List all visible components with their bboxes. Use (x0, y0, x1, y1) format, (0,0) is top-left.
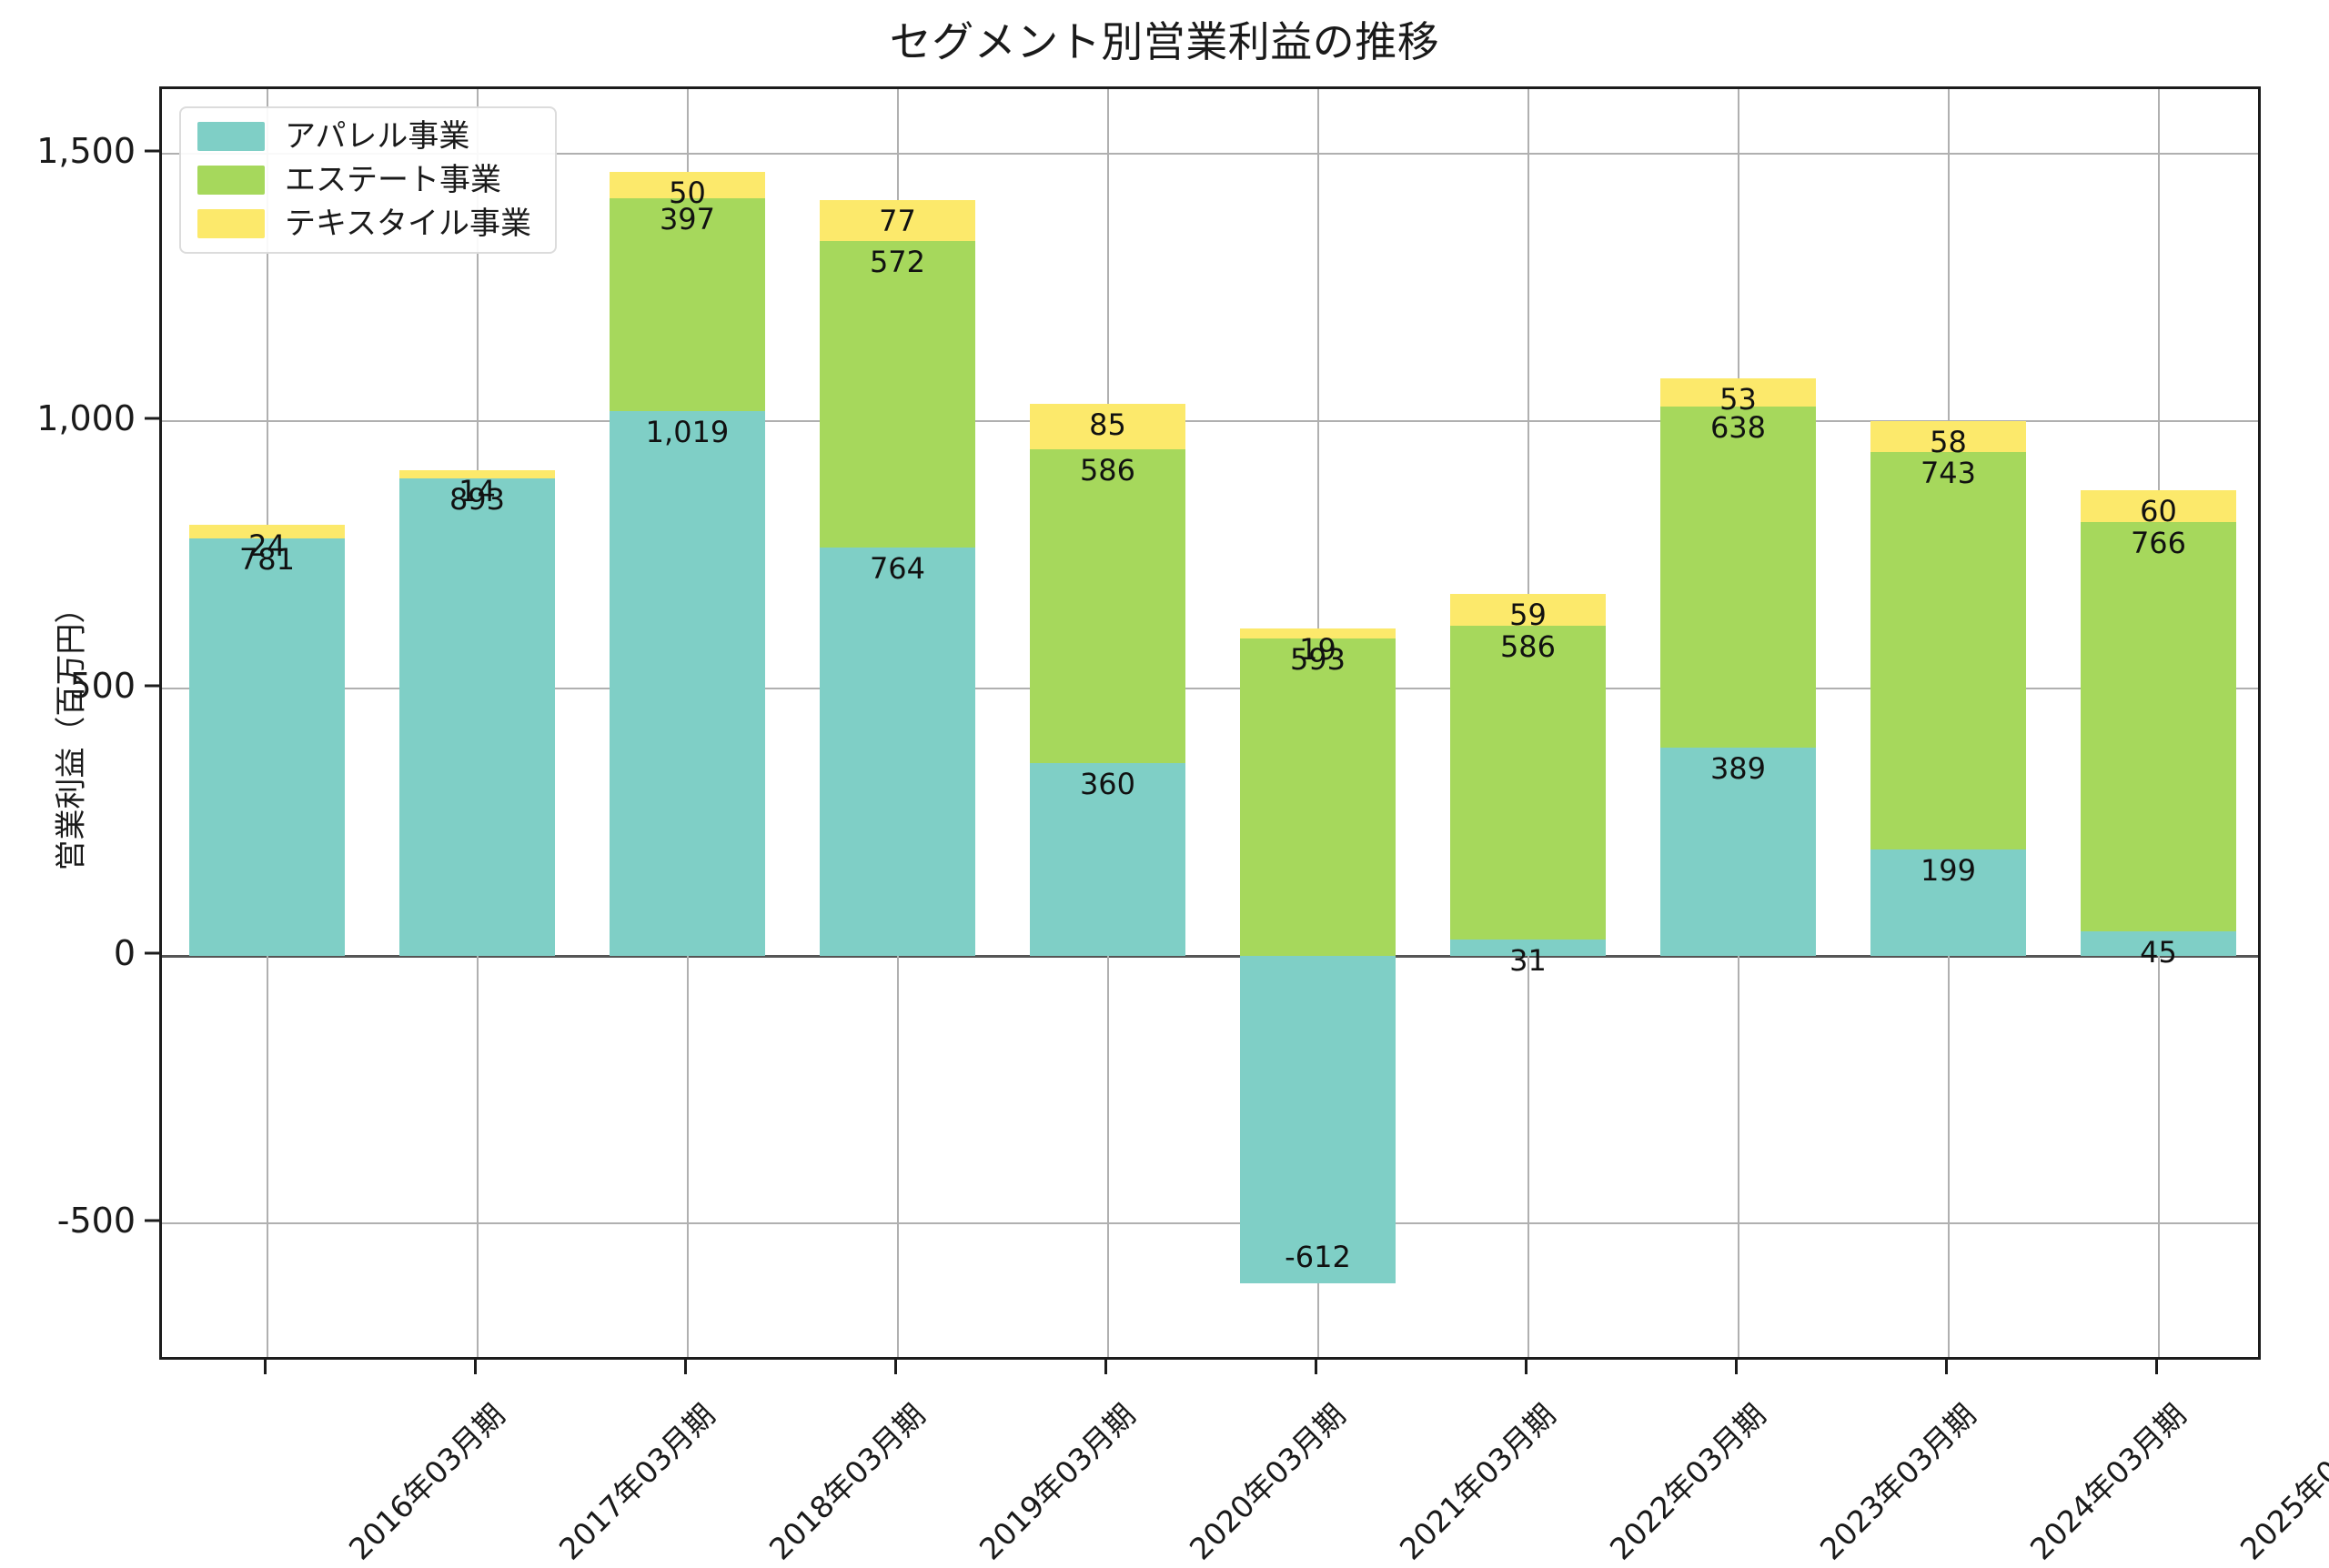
bar-segment-textile[interactable] (610, 171, 765, 198)
y-axis-label: 営業利益（百万円） (53, 592, 90, 871)
y-tick-mark (145, 684, 159, 688)
legend-label: テキスタイル事業 (285, 206, 531, 242)
legend-item[interactable]: テキスタイル事業 (197, 208, 531, 239)
legend-swatch (197, 122, 265, 151)
x-tick-label: 2017年03月期 (551, 1396, 722, 1567)
bar-group[interactable]: 781 24 (189, 89, 345, 1357)
x-tick-mark (1104, 1360, 1107, 1374)
legend-label: アパレル事業 (285, 118, 470, 155)
x-tick-label: 2023年03月期 (1812, 1396, 1983, 1567)
bar-segment-apparel[interactable] (610, 410, 765, 956)
legend-swatch (197, 209, 265, 238)
y-tick-label: 1,000 (36, 397, 136, 438)
x-tick-label: 2018年03月期 (761, 1396, 933, 1567)
plot-area: 781 24 893 14 1,019 397 50 764 572 77 360 586 85 593 1… (159, 86, 2261, 1360)
legend-item[interactable]: アパレル事業 (197, 121, 531, 152)
bar-segment-apparel[interactable] (1240, 955, 1396, 1283)
bar-group[interactable]: 389 638 53 (1660, 89, 1816, 1357)
bar-group[interactable]: 1,019 397 50 (610, 89, 765, 1357)
bar-segment-textile[interactable] (1870, 420, 2026, 452)
legend[interactable]: アパレル事業 エステート事業 テキスタイル事業 (179, 106, 557, 254)
x-tick-label: 2016年03月期 (341, 1396, 512, 1567)
x-tick-label: 2021年03月期 (1392, 1396, 1563, 1567)
bar-segment-estate[interactable] (1660, 406, 1816, 749)
bar-group[interactable]: 893 14 (399, 89, 555, 1357)
bar-segment-apparel[interactable] (820, 547, 975, 956)
y-tick-mark (145, 1219, 159, 1222)
plot-inner: 781 24 893 14 1,019 397 50 764 572 77 360 586 85 593 1… (162, 89, 2258, 1357)
y-tick-mark (145, 149, 159, 153)
bar-segment-estate[interactable] (820, 241, 975, 548)
y-tick-mark (145, 951, 159, 955)
y-tick-label: 0 (113, 932, 136, 973)
legend-item[interactable]: エステート事業 (197, 165, 531, 196)
bar-segment-textile[interactable] (2081, 489, 2236, 522)
bar-group[interactable]: 199 743 58 (1870, 89, 2026, 1357)
bar-segment-apparel[interactable] (189, 538, 345, 956)
bar-segment-textile[interactable] (189, 525, 345, 538)
x-tick-mark (1734, 1360, 1738, 1374)
y-tick-label: 1,500 (36, 130, 136, 171)
gridline-horizontal (162, 419, 2258, 422)
x-tick-mark (1314, 1360, 1317, 1374)
x-tick-mark (1944, 1360, 1948, 1374)
x-tick-label: 2020年03月期 (1182, 1396, 1353, 1567)
chart-title: セグメント別営業利益の推移 (889, 17, 1440, 66)
x-tick-mark (683, 1360, 687, 1374)
bar-segment-textile[interactable] (820, 199, 975, 242)
y-tick-label: 500 (69, 665, 136, 706)
y-tick-label: -500 (56, 1201, 136, 1241)
y-tick-mark (145, 417, 159, 420)
bar-segment-textile[interactable] (1030, 404, 1185, 450)
bar-segment-apparel[interactable] (399, 477, 555, 956)
bar-segment-estate[interactable] (1030, 449, 1185, 764)
bar-segment-apparel[interactable] (2081, 931, 2236, 956)
bar-segment-estate[interactable] (1240, 638, 1396, 956)
zero-line (162, 954, 2258, 958)
bar-group[interactable]: 593 19 -612 (1240, 89, 1396, 1357)
x-tick-label: 2024年03月期 (2022, 1396, 2193, 1567)
bar-segment-apparel[interactable] (1030, 763, 1185, 956)
x-tick-label: 2025年03月期 (2233, 1396, 2329, 1567)
bar-segment-apparel[interactable] (1450, 939, 1606, 956)
bar-segment-textile[interactable] (1660, 377, 1816, 407)
gridline-horizontal (162, 687, 2258, 689)
bar-segment-textile[interactable] (1450, 594, 1606, 626)
bar-group[interactable]: 45 766 60 (2081, 89, 2236, 1357)
bar-group[interactable]: 31 586 59 (1450, 89, 1606, 1357)
x-tick-mark (263, 1360, 267, 1374)
x-tick-mark (473, 1360, 477, 1374)
gridline-horizontal (162, 1222, 2258, 1225)
x-tick-label: 2019年03月期 (972, 1396, 1143, 1567)
bar-group[interactable]: 764 572 77 (820, 89, 975, 1357)
x-tick-mark (2154, 1360, 2158, 1374)
gridline-horizontal (162, 152, 2258, 155)
bar-segment-apparel[interactable] (1870, 849, 2026, 956)
bar-segment-estate[interactable] (1450, 626, 1606, 940)
legend-swatch (197, 166, 265, 195)
x-tick-mark (1524, 1360, 1527, 1374)
bar-segment-textile[interactable] (1240, 628, 1396, 639)
bar-segment-estate[interactable] (610, 198, 765, 411)
x-tick-mark (893, 1360, 897, 1374)
legend-label: エステート事業 (285, 162, 501, 198)
x-tick-label: 2022年03月期 (1602, 1396, 1773, 1567)
bar-group[interactable]: 360 586 85 (1030, 89, 1185, 1357)
bar-segment-textile[interactable] (399, 470, 555, 478)
bar-segment-estate[interactable] (2081, 521, 2236, 932)
bar-segment-estate[interactable] (1870, 451, 2026, 849)
bar-segment-apparel[interactable] (1660, 748, 1816, 956)
